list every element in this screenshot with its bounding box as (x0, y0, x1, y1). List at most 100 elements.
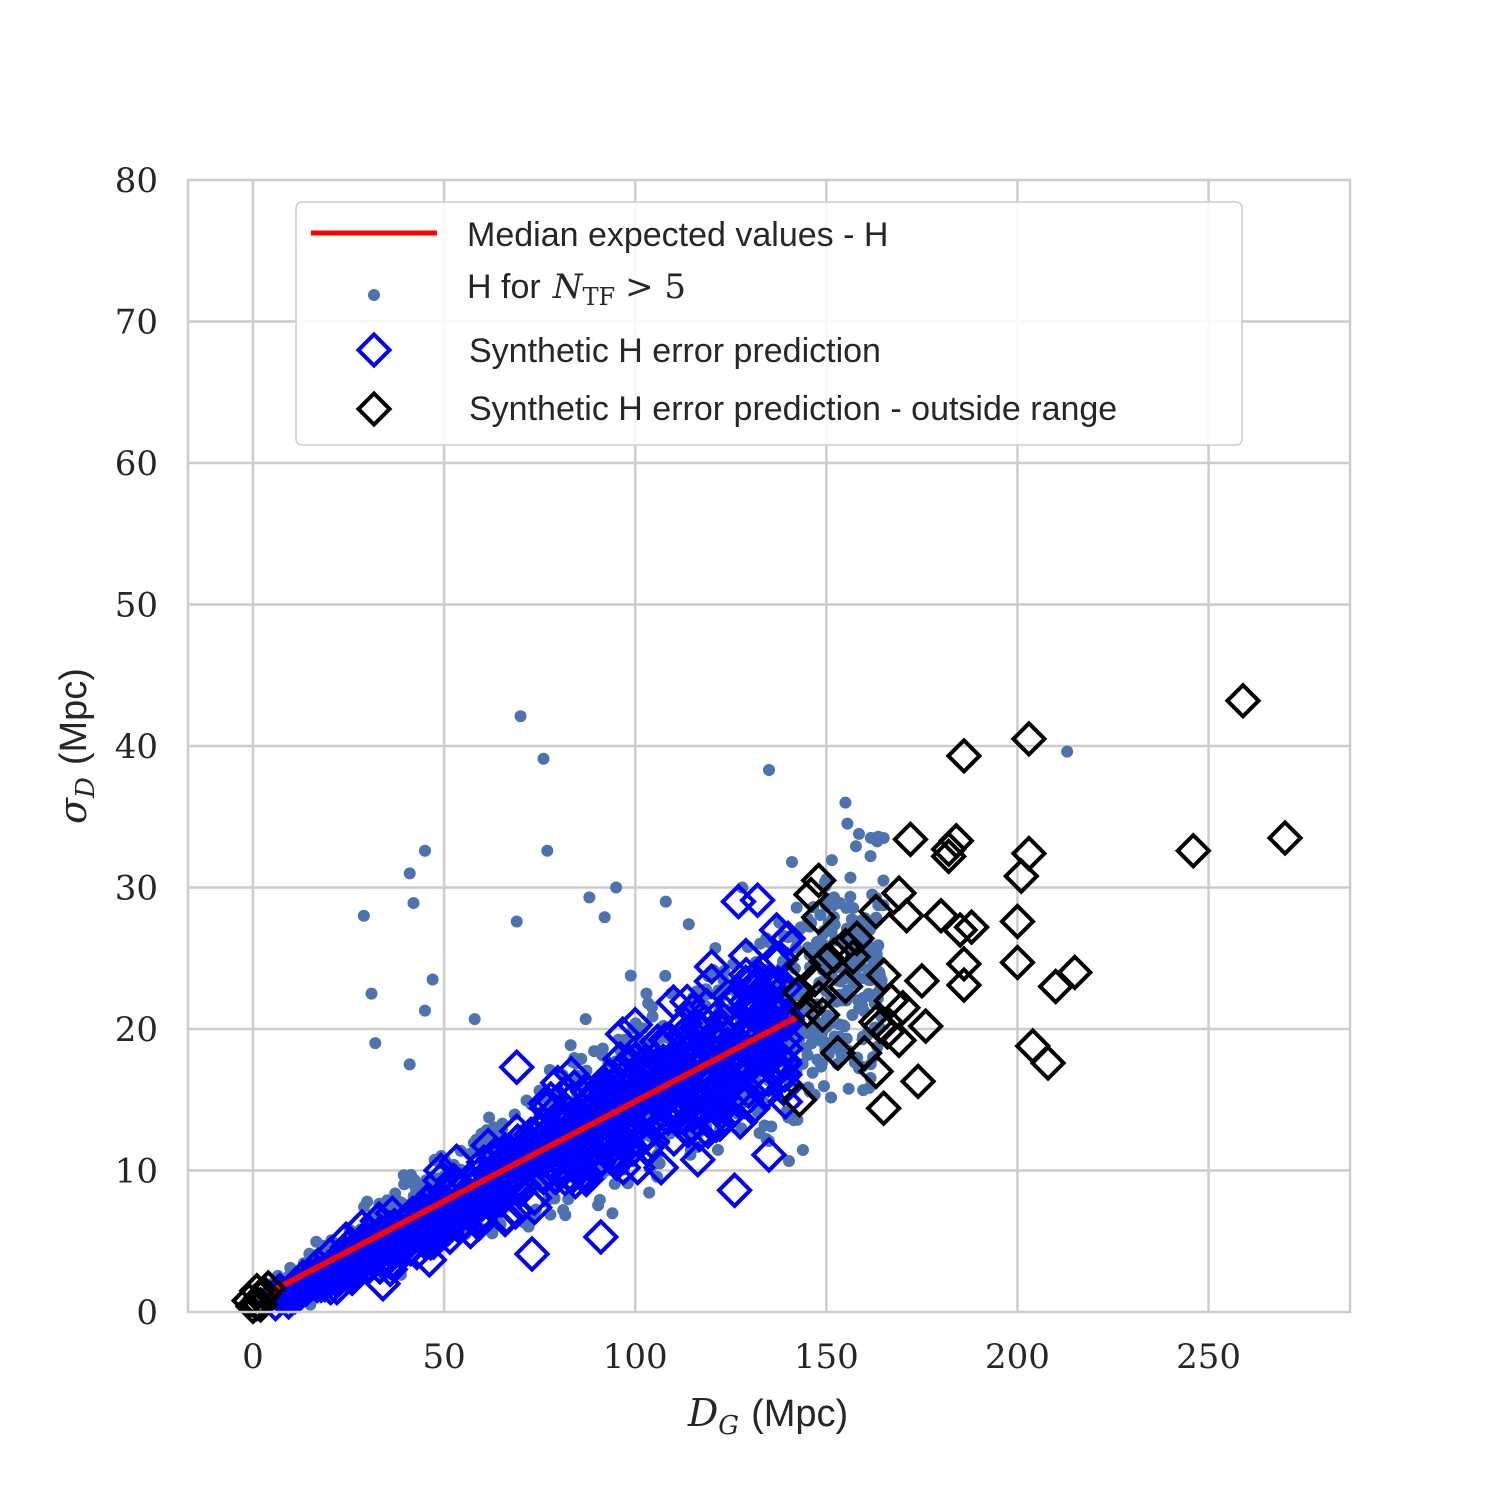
synthetic-diamond (380, 1215, 417, 1252)
synthetic-diamond (488, 1198, 525, 1236)
outside-range-diamond (1174, 832, 1212, 870)
observed-point (559, 1209, 572, 1222)
observed-point (418, 844, 431, 857)
observed-point (844, 871, 857, 884)
observed-point (787, 1114, 800, 1127)
synthetic-diamond (546, 1138, 584, 1175)
y-tick-label: 30 (115, 869, 158, 909)
observed-point (815, 1057, 828, 1070)
x-tick-label: 200 (985, 1337, 1050, 1377)
synthetic-diamond (758, 911, 796, 949)
synthetic-diamond (585, 1120, 623, 1157)
observed-point (403, 1058, 416, 1071)
observed-point (827, 899, 840, 912)
synthetic-diamond (754, 992, 792, 1030)
observed-point (426, 973, 439, 986)
x-tick-label: 50 (422, 1337, 465, 1377)
synthetic-diamond (561, 1145, 599, 1182)
median-line-layer (261, 1014, 799, 1299)
synthetic-diamond (716, 1171, 753, 1209)
observed-point (397, 1169, 410, 1182)
synthetic-diamond (604, 1015, 642, 1053)
outside-range-diamond (899, 1062, 937, 1100)
observed-point (790, 901, 803, 914)
synthetic-diamond (438, 1142, 475, 1180)
outside-range-diamond (999, 903, 1036, 940)
observed-point (852, 994, 865, 1007)
observed-point (781, 931, 794, 944)
synthetic-diamond (440, 1208, 478, 1246)
outside-range-diamond (788, 992, 826, 1029)
outside-range-diamond (888, 897, 925, 935)
legend-observed-rest: > 5 (625, 267, 686, 307)
observed-point (846, 1009, 859, 1022)
synthetic-diamond (740, 996, 778, 1034)
synthetic-diamond (739, 881, 776, 919)
y-axis-subscript: D (71, 777, 101, 799)
outside-range-diamond (907, 1007, 945, 1045)
y-tick-label: 0 (136, 1293, 158, 1333)
outside-range-diamond (903, 962, 941, 1000)
synthetic-diamond (729, 1072, 767, 1110)
observed-point (659, 895, 672, 908)
synthetic-diamond (498, 1048, 536, 1086)
observed-point (842, 1082, 855, 1095)
x-axis-symbol: D (687, 1391, 718, 1435)
observed-point (877, 831, 890, 844)
synthetic-diamond (542, 1095, 580, 1133)
observed-point (758, 1119, 771, 1132)
legend-label-observed: H for NTF > 5 (467, 267, 686, 311)
observed-point (579, 1013, 592, 1026)
synthetic-diamond (516, 1189, 553, 1226)
observed-point (870, 911, 883, 924)
observed-point (610, 881, 623, 894)
legend-observed-prefix: H for (467, 268, 541, 306)
outside-range-diamond (869, 1013, 906, 1051)
observed-point (763, 764, 775, 777)
x-tick-label: 0 (242, 1337, 264, 1377)
outside-range-diamond (930, 830, 968, 868)
outside-range-diamond (857, 1053, 895, 1090)
legend-dot-swatch (368, 289, 380, 301)
legend-box (295, 201, 1243, 446)
outside-range-diamond (872, 982, 910, 1020)
legend-blue-diamond-swatch (355, 331, 393, 369)
observed-point (817, 1080, 830, 1093)
outside-range-diamond (819, 1034, 857, 1072)
outside-range-diamond (800, 898, 838, 936)
observed-point (877, 874, 890, 887)
observed-point (606, 1207, 619, 1220)
outside-range-diamond (249, 1269, 287, 1307)
outside-range-diamond (880, 1021, 918, 1059)
synthetic-diamond (610, 1043, 648, 1081)
outside-range-diamond (945, 737, 983, 775)
median-line (261, 1014, 799, 1299)
y-tick-label: 20 (115, 1010, 158, 1050)
y-tick-label: 40 (115, 727, 158, 767)
observed-point (408, 1173, 421, 1186)
outside-range-diamond (930, 837, 968, 875)
synthetic-diamond (727, 983, 765, 1021)
observed-point (802, 1027, 815, 1040)
outside-range-diamond (1056, 954, 1094, 991)
synthetic-diamond (624, 1100, 662, 1138)
synthetic-diamond (582, 1218, 620, 1256)
synthetic-diamond (716, 1038, 754, 1076)
tick-labels: 0 50 100 150 200 250 0 10 20 30 40 50 60 70 80 (115, 161, 1241, 1377)
y-axis-symbol: σ (51, 797, 95, 824)
observed-point (537, 752, 550, 765)
outside-range-diamond (785, 946, 822, 984)
x-tick-label: 100 (603, 1337, 668, 1377)
observed-point (711, 1143, 724, 1156)
observed-point (825, 1091, 838, 1104)
outside-range-diamond (1010, 720, 1048, 758)
observed-point (862, 987, 875, 1000)
observed-point (596, 1042, 609, 1055)
synthetic-diamond (728, 989, 766, 1027)
x-axis-unit: (Mpc) (751, 1393, 848, 1435)
synthetic-diamond (525, 1159, 563, 1197)
observed-point (357, 909, 370, 922)
plot-frame (186, 178, 1352, 1314)
outside-range-diamond (834, 938, 872, 976)
observed-point (365, 987, 378, 1000)
